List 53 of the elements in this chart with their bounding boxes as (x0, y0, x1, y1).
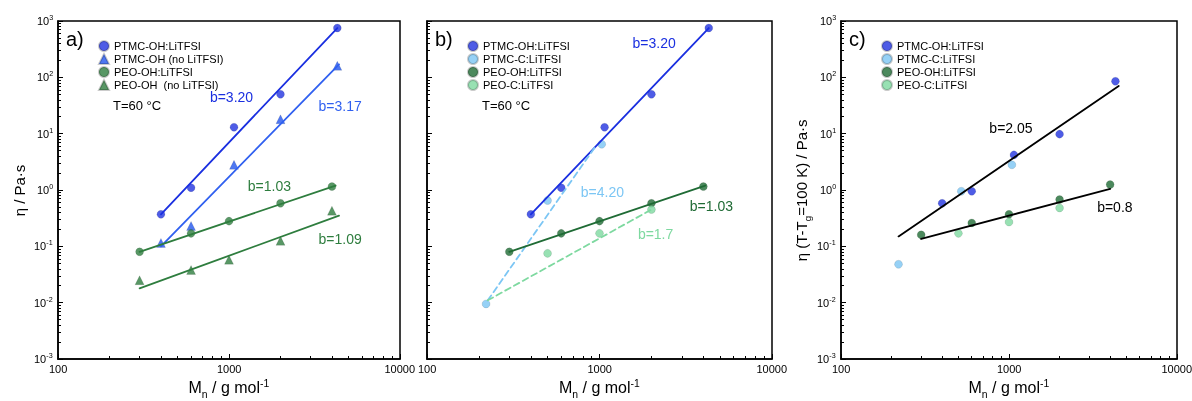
y-axis-title: η / Pa·s (11, 164, 29, 216)
annotation: b=1.03 (247, 177, 292, 194)
y-tick-label: 10$^{1}$ (37, 126, 54, 140)
x-tick-label: 1000 (587, 363, 612, 375)
x-tick-label: 10000 (756, 363, 788, 375)
y-tick-label: 10$^{-1}$ (34, 239, 53, 252)
x-axis-title: M$_{n}$ / g mol$^{-1}$ (968, 378, 1050, 400)
y-tick-label: 10$^{3}$ (820, 14, 837, 27)
y-tick-label: 10$^{-3}$ (34, 352, 53, 365)
annotation: b=3.17 (318, 98, 363, 115)
legend-label: PTMC-C:LiTFSI (483, 53, 562, 65)
annotation: b=1.03 (689, 198, 734, 215)
annotation: T=60 °C (482, 98, 531, 113)
y-tick-label: 10$^{0}$ (820, 183, 837, 196)
x-tick-label: 100 (49, 363, 68, 375)
y-tick-label: 10$^{1}$ (820, 126, 837, 140)
legend-label: PTMC-OH:LiTFSI (483, 40, 570, 52)
annotation: b=2.05 (989, 119, 1033, 136)
legend-label: PTMC-C:LiTFSI (897, 53, 976, 65)
x-tick-label: 1000 (997, 363, 1022, 375)
legend-label: PEO-OH:LiTFSI (114, 66, 193, 78)
x-tick-label: 100 (418, 363, 437, 375)
y-tick-label: 10$^{0}$ (37, 183, 54, 196)
annotation: b) (435, 28, 453, 50)
legend-label: PEO-OH:LiTFSI (483, 66, 562, 78)
x-axis-title: M$_{n}$ / g mol$^{-1}$ (188, 378, 270, 400)
annotation: c) (849, 28, 866, 50)
legend-label: PEO-OH (no LiTFSI) (114, 79, 219, 91)
y-tick-label: 10$^{-2}$ (34, 295, 53, 309)
annotation: a) (66, 28, 84, 50)
annotation: b=4.20 (580, 183, 625, 200)
y-tick-label: 10$^{2}$ (820, 70, 837, 83)
x-tick-label: 10000 (384, 363, 416, 375)
x-tick-label: 10000 (1161, 363, 1192, 375)
legend-label: PEO-C:LiTFSI (483, 79, 554, 91)
y-tick-label: 10$^{-3}$ (817, 352, 836, 365)
annotation: T=60 °C (113, 98, 162, 113)
legend-label: PTMC-OH (no LiTFSI) (114, 53, 224, 65)
y-tick-label: 10$^{2}$ (37, 70, 54, 83)
annotation: b=1.09 (318, 230, 363, 247)
annotation: b=3.20 (632, 34, 677, 51)
legend-label: PEO-C:LiTFSI (897, 79, 968, 91)
y-tick-label: 10$^{-1}$ (817, 239, 836, 252)
x-tick-label: 100 (832, 363, 851, 375)
annotation: b=1.7 (637, 226, 674, 243)
annotation: b=0.8 (1097, 199, 1133, 216)
legend-label: PEO-OH:LiTFSI (897, 66, 976, 78)
legend-label: PTMC-OH:LiTFSI (897, 40, 984, 52)
x-axis-title: M$_{n}$ / g mol$^{-1}$ (559, 378, 640, 400)
x-tick-label: 1000 (217, 363, 242, 375)
y-tick-label: 10$^{-2}$ (817, 295, 836, 309)
y-tick-label: 10$^{3}$ (37, 14, 54, 27)
legend-label: PTMC-OH:LiTFSI (114, 40, 201, 52)
